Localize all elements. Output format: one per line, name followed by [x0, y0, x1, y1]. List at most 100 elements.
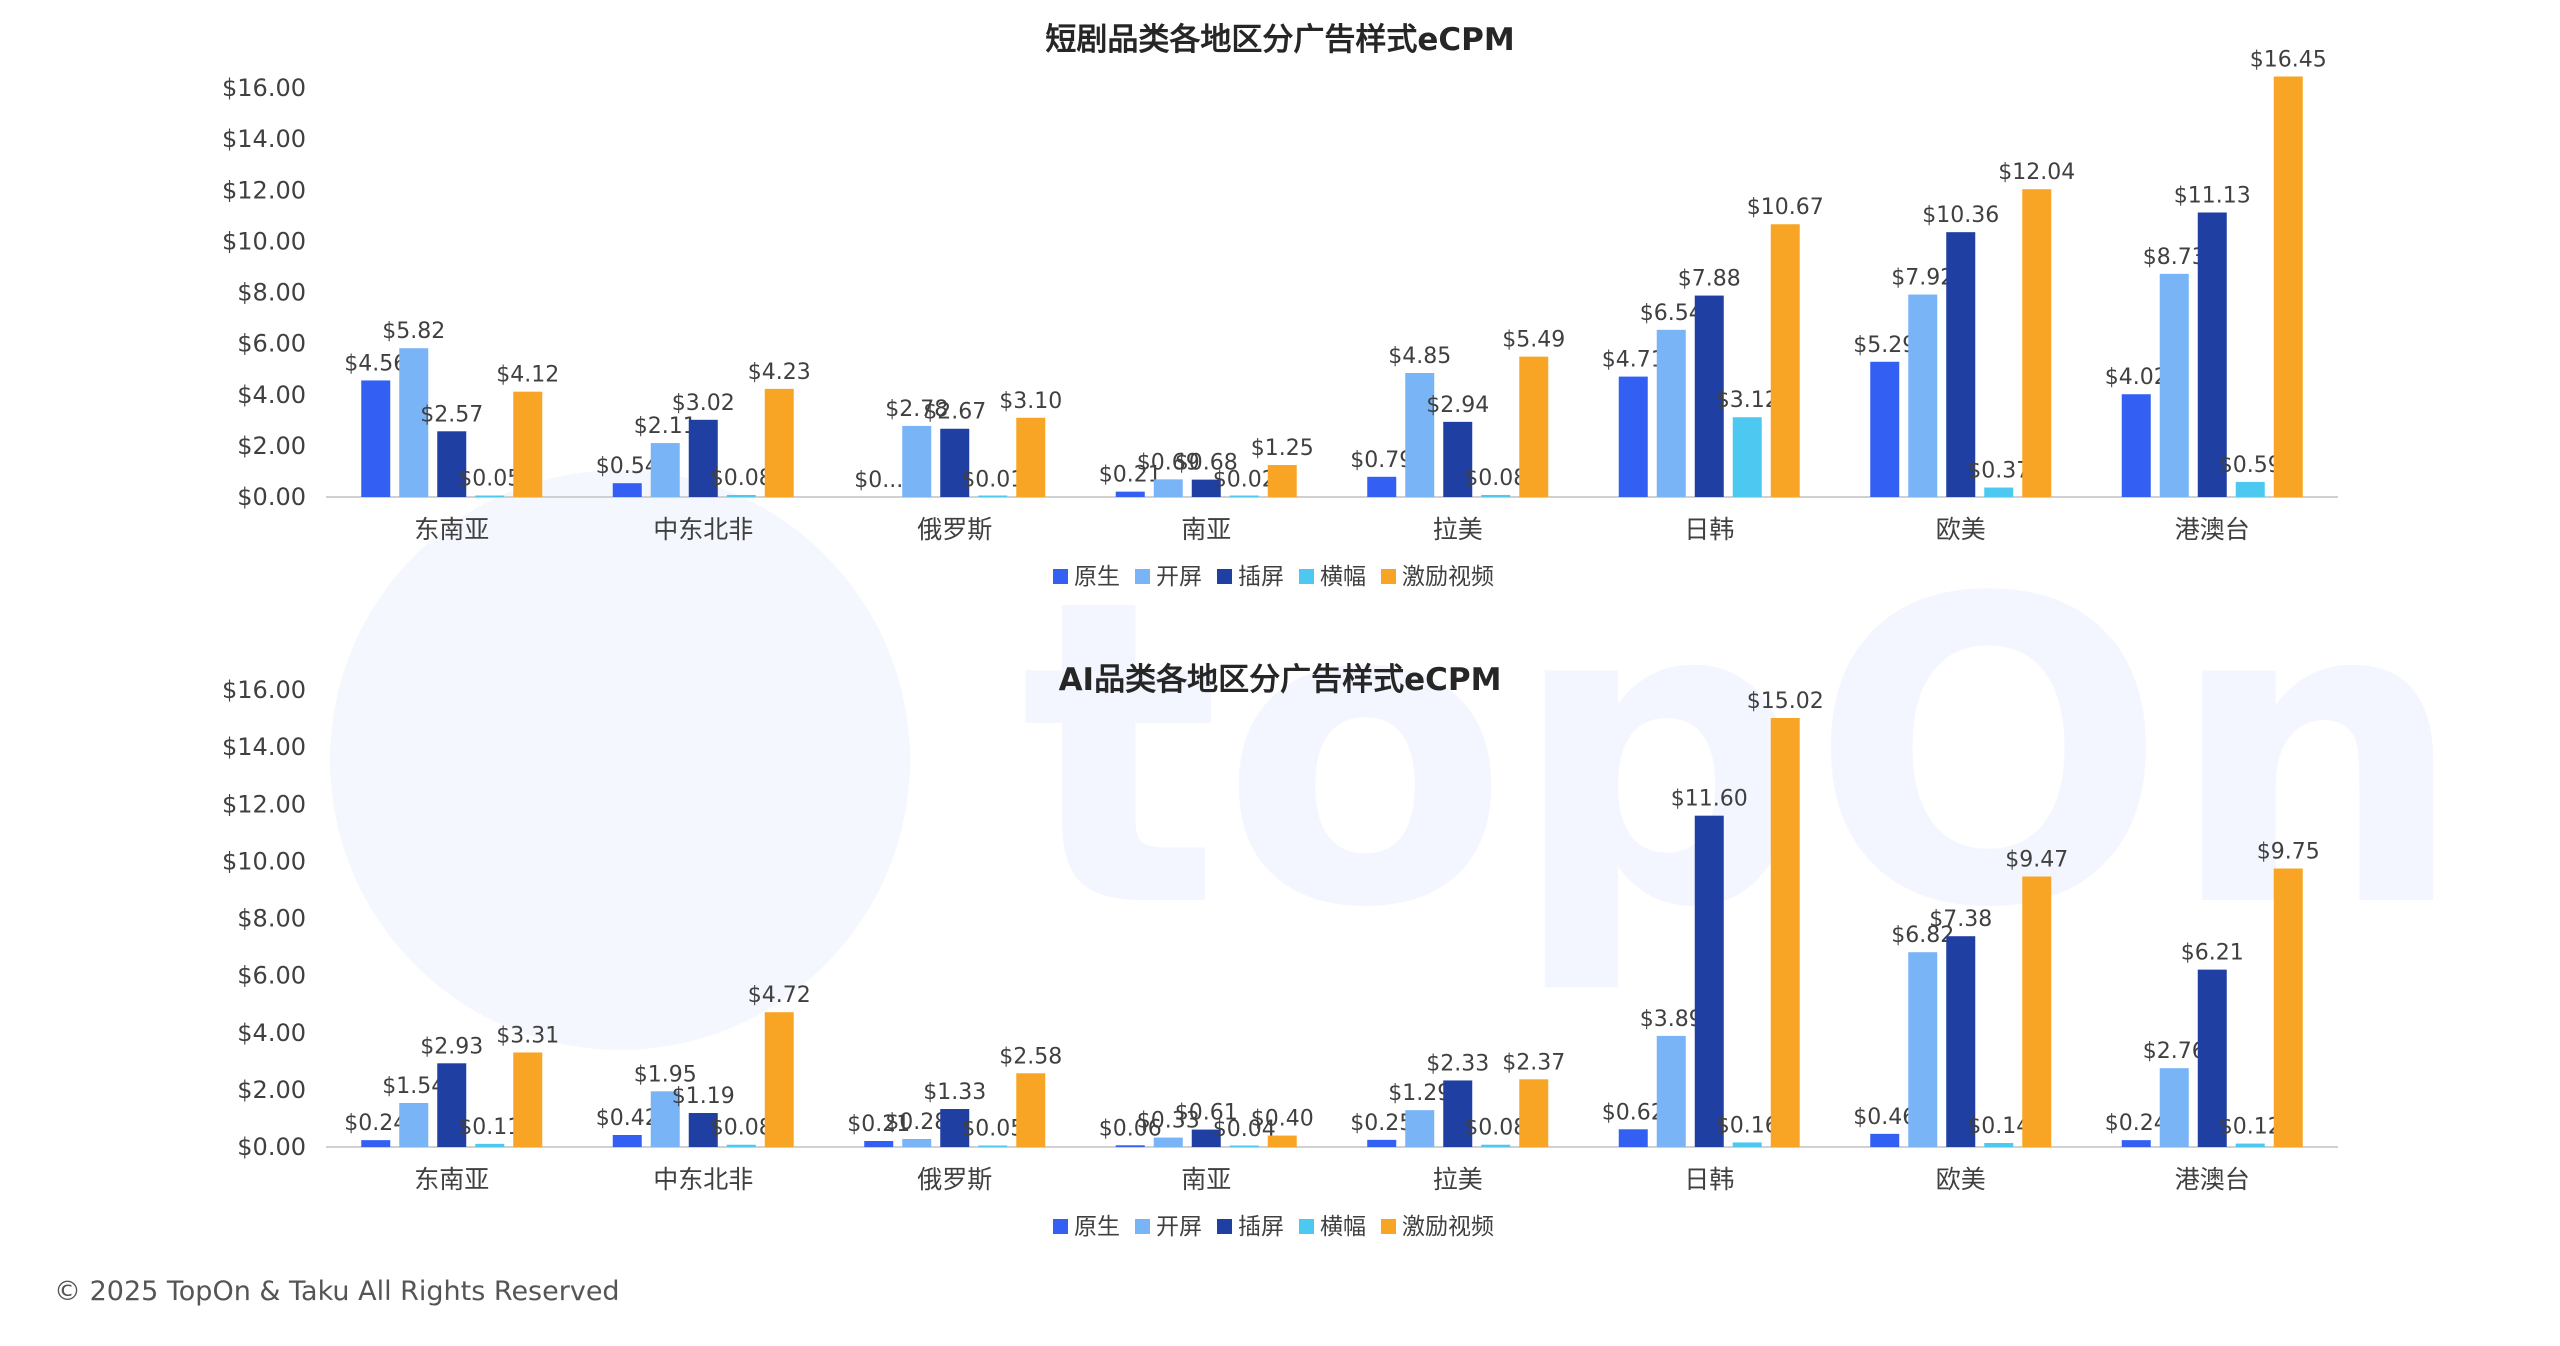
data-label: $2.78 — [885, 397, 948, 422]
bar — [1191, 479, 1221, 497]
category-label: 日韩 — [1684, 515, 1734, 544]
data-label: $3.02 — [672, 391, 735, 416]
data-label: $3.89 — [1640, 1007, 1703, 1032]
data-label: $0.24 — [344, 1111, 407, 1136]
data-label: $3.12 — [1716, 388, 1779, 413]
bar — [1984, 1143, 2014, 1147]
bar — [1946, 232, 1976, 498]
bar — [940, 1109, 970, 1147]
data-label: $0.62 — [1602, 1100, 1665, 1125]
data-label: $1.54 — [382, 1074, 445, 1099]
bar — [1481, 494, 1511, 497]
bar — [2159, 273, 2189, 497]
bar — [978, 495, 1008, 497]
bar — [1946, 936, 1976, 1147]
legend-label: 开屏 — [1156, 1214, 1202, 1240]
data-label: $0.25 — [1350, 1111, 1413, 1136]
bar — [1694, 815, 1724, 1147]
legend-label: 插屏 — [1238, 1214, 1284, 1240]
bar — [1519, 1079, 1549, 1147]
data-label: $9.47 — [2005, 848, 2068, 873]
data-label: $0.40 — [1251, 1107, 1314, 1132]
data-label: $2.76 — [2143, 1039, 2206, 1064]
y-tick-label: $8.00 — [237, 905, 306, 933]
bar — [650, 443, 680, 497]
bar — [399, 1103, 429, 1147]
data-label: $1.25 — [1251, 436, 1314, 461]
data-label: $0.42 — [596, 1106, 659, 1131]
bar — [1405, 1110, 1435, 1147]
data-label: $0.08 — [710, 1116, 773, 1141]
bar — [688, 1113, 718, 1147]
bar — [2022, 189, 2052, 498]
bar — [1229, 495, 1259, 497]
data-label: $0.02 — [1213, 467, 1276, 492]
bar — [1016, 417, 1046, 497]
category-label: 拉美 — [1433, 1165, 1483, 1194]
legend-swatch — [1217, 1219, 1232, 1234]
bar — [1191, 1129, 1221, 1147]
y-tick-label: $2.00 — [237, 432, 306, 460]
bar — [513, 1052, 543, 1147]
y-tick-label: $12.00 — [222, 176, 306, 204]
legend-label: 横幅 — [1320, 564, 1366, 590]
short-drama-ecpm-chart: 短剧品类各地区分广告样式eCPM $0.00 $2.00 $4.00 $6.00 $8.0… — [222, 22, 2338, 590]
bar — [1656, 329, 1686, 497]
data-label: $7.88 — [1678, 267, 1741, 292]
bar — [1732, 417, 1762, 497]
data-label: $15.02 — [1747, 689, 1824, 714]
legend-label: 横幅 — [1320, 1214, 1366, 1240]
data-label: $0.11 — [458, 1115, 521, 1140]
bar — [2235, 481, 2265, 497]
bar — [1618, 376, 1648, 497]
category-label: 拉美 — [1433, 515, 1483, 544]
data-label: $2.58 — [999, 1044, 1062, 1069]
category-label: 欧美 — [1936, 515, 1986, 544]
bar — [1016, 1073, 1046, 1147]
bar — [1770, 717, 1800, 1147]
bar — [1443, 421, 1473, 497]
data-label: $1.29 — [1388, 1081, 1451, 1106]
data-label: $2.37 — [1502, 1050, 1565, 1075]
data-label: $1.33 — [923, 1080, 986, 1105]
data-label: $16.45 — [2250, 47, 2327, 72]
legend-swatch — [1135, 1219, 1150, 1234]
y-tick-label: $8.00 — [237, 279, 306, 307]
bar — [2235, 1143, 2265, 1147]
bar — [1443, 1080, 1473, 1147]
data-label: $0.05 — [961, 1117, 1024, 1142]
bar — [1153, 479, 1183, 497]
bar — [1405, 373, 1435, 497]
legend-swatch — [1135, 569, 1150, 584]
category-label: 中东北非 — [653, 515, 753, 544]
bar — [902, 425, 932, 497]
data-label: $4.12 — [496, 363, 559, 388]
y-tick-label: $6.00 — [237, 330, 306, 358]
data-label: $4.72 — [748, 983, 811, 1008]
data-label: $0.14 — [1967, 1114, 2030, 1139]
data-label: $3.10 — [999, 389, 1062, 414]
y-tick-label: $12.00 — [222, 790, 306, 818]
legend-swatch — [1299, 1219, 1314, 1234]
data-label: $2.33 — [1426, 1051, 1489, 1076]
data-label: $6.54 — [1640, 301, 1703, 326]
data-label: $0.21 — [847, 1112, 910, 1137]
bar — [2022, 876, 2052, 1147]
bar — [1732, 1142, 1762, 1147]
data-label: $7.38 — [1929, 907, 1992, 932]
data-label: $9.75 — [2257, 840, 2320, 865]
legend-label: 原生 — [1074, 564, 1120, 590]
copyright-footer: © 2025 TopOn & Taku All Rights Reserved — [54, 1276, 620, 1307]
data-label: $11.60 — [1671, 787, 1748, 812]
bar — [1618, 1129, 1648, 1147]
bar — [1115, 1145, 1145, 1147]
data-label: $0.05 — [458, 467, 521, 492]
bar — [1908, 294, 1938, 497]
data-label: $0.16 — [1716, 1113, 1779, 1138]
y-tick-label: $14.00 — [222, 733, 306, 761]
data-label: $0.12 — [2219, 1115, 2282, 1140]
bar — [1770, 224, 1800, 498]
data-label: $0.61 — [1175, 1101, 1238, 1126]
bar — [1367, 476, 1397, 497]
data-label: $1.19 — [672, 1084, 735, 1109]
